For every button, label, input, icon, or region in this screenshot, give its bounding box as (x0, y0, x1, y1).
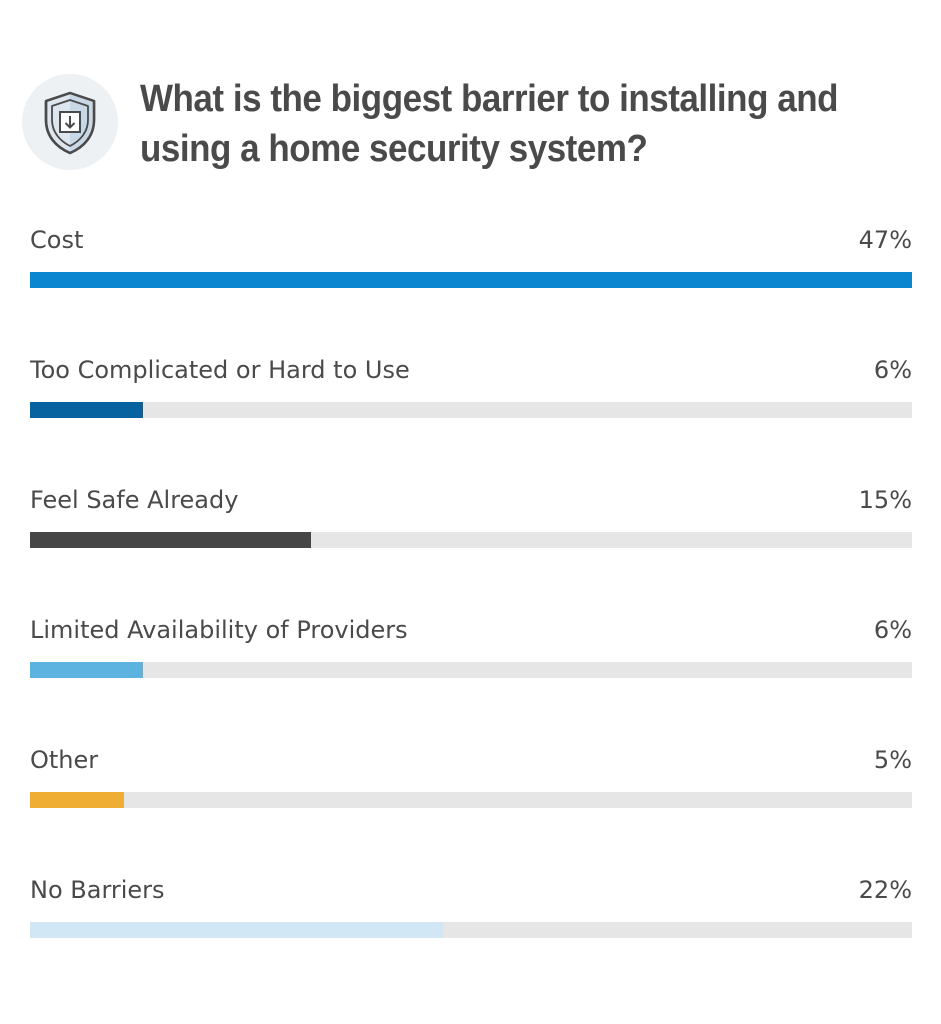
bar-track (30, 272, 912, 288)
bar-row: Other 5% (30, 740, 912, 820)
bar (30, 272, 912, 288)
bar-row: Cost 47% (30, 220, 912, 300)
bar-track (30, 402, 912, 418)
bar-row: Limited Availability of Providers 6% (30, 610, 912, 690)
bar (30, 402, 143, 418)
data-label: 6% (873, 616, 912, 644)
data-label: 47% (858, 226, 912, 254)
bar (30, 662, 143, 678)
bar-track (30, 792, 912, 808)
icon-badge (22, 74, 118, 170)
bar-row: Too Complicated or Hard to Use 6% (30, 350, 912, 430)
data-label: 15% (858, 486, 912, 514)
category-label: Feel Safe Already (30, 486, 239, 514)
data-label: 5% (873, 746, 912, 774)
data-label: 6% (873, 356, 912, 384)
bar (30, 792, 124, 808)
chart-header: What is the biggest barrier to installin… (22, 74, 922, 174)
shield-download-icon (44, 91, 96, 155)
bar-row: No Barriers 22% (30, 870, 912, 950)
bar-track (30, 532, 912, 548)
data-label: 22% (858, 876, 912, 904)
bar-track (30, 922, 912, 938)
category-label: Too Complicated or Hard to Use (30, 356, 410, 384)
bar (30, 532, 311, 548)
title-line-1: What is the biggest barrier to installin… (140, 78, 839, 120)
bar-row: Feel Safe Already 15% (30, 480, 912, 560)
category-label: Limited Availability of Providers (30, 616, 408, 644)
category-label: No Barriers (30, 876, 165, 904)
category-label: Other (30, 746, 99, 774)
bar-track (30, 662, 912, 678)
bar (30, 922, 443, 938)
chart-title: What is the biggest barrier to installin… (140, 74, 848, 174)
category-label: Cost (30, 226, 84, 254)
title-line-2: using a home security system? (140, 128, 648, 170)
